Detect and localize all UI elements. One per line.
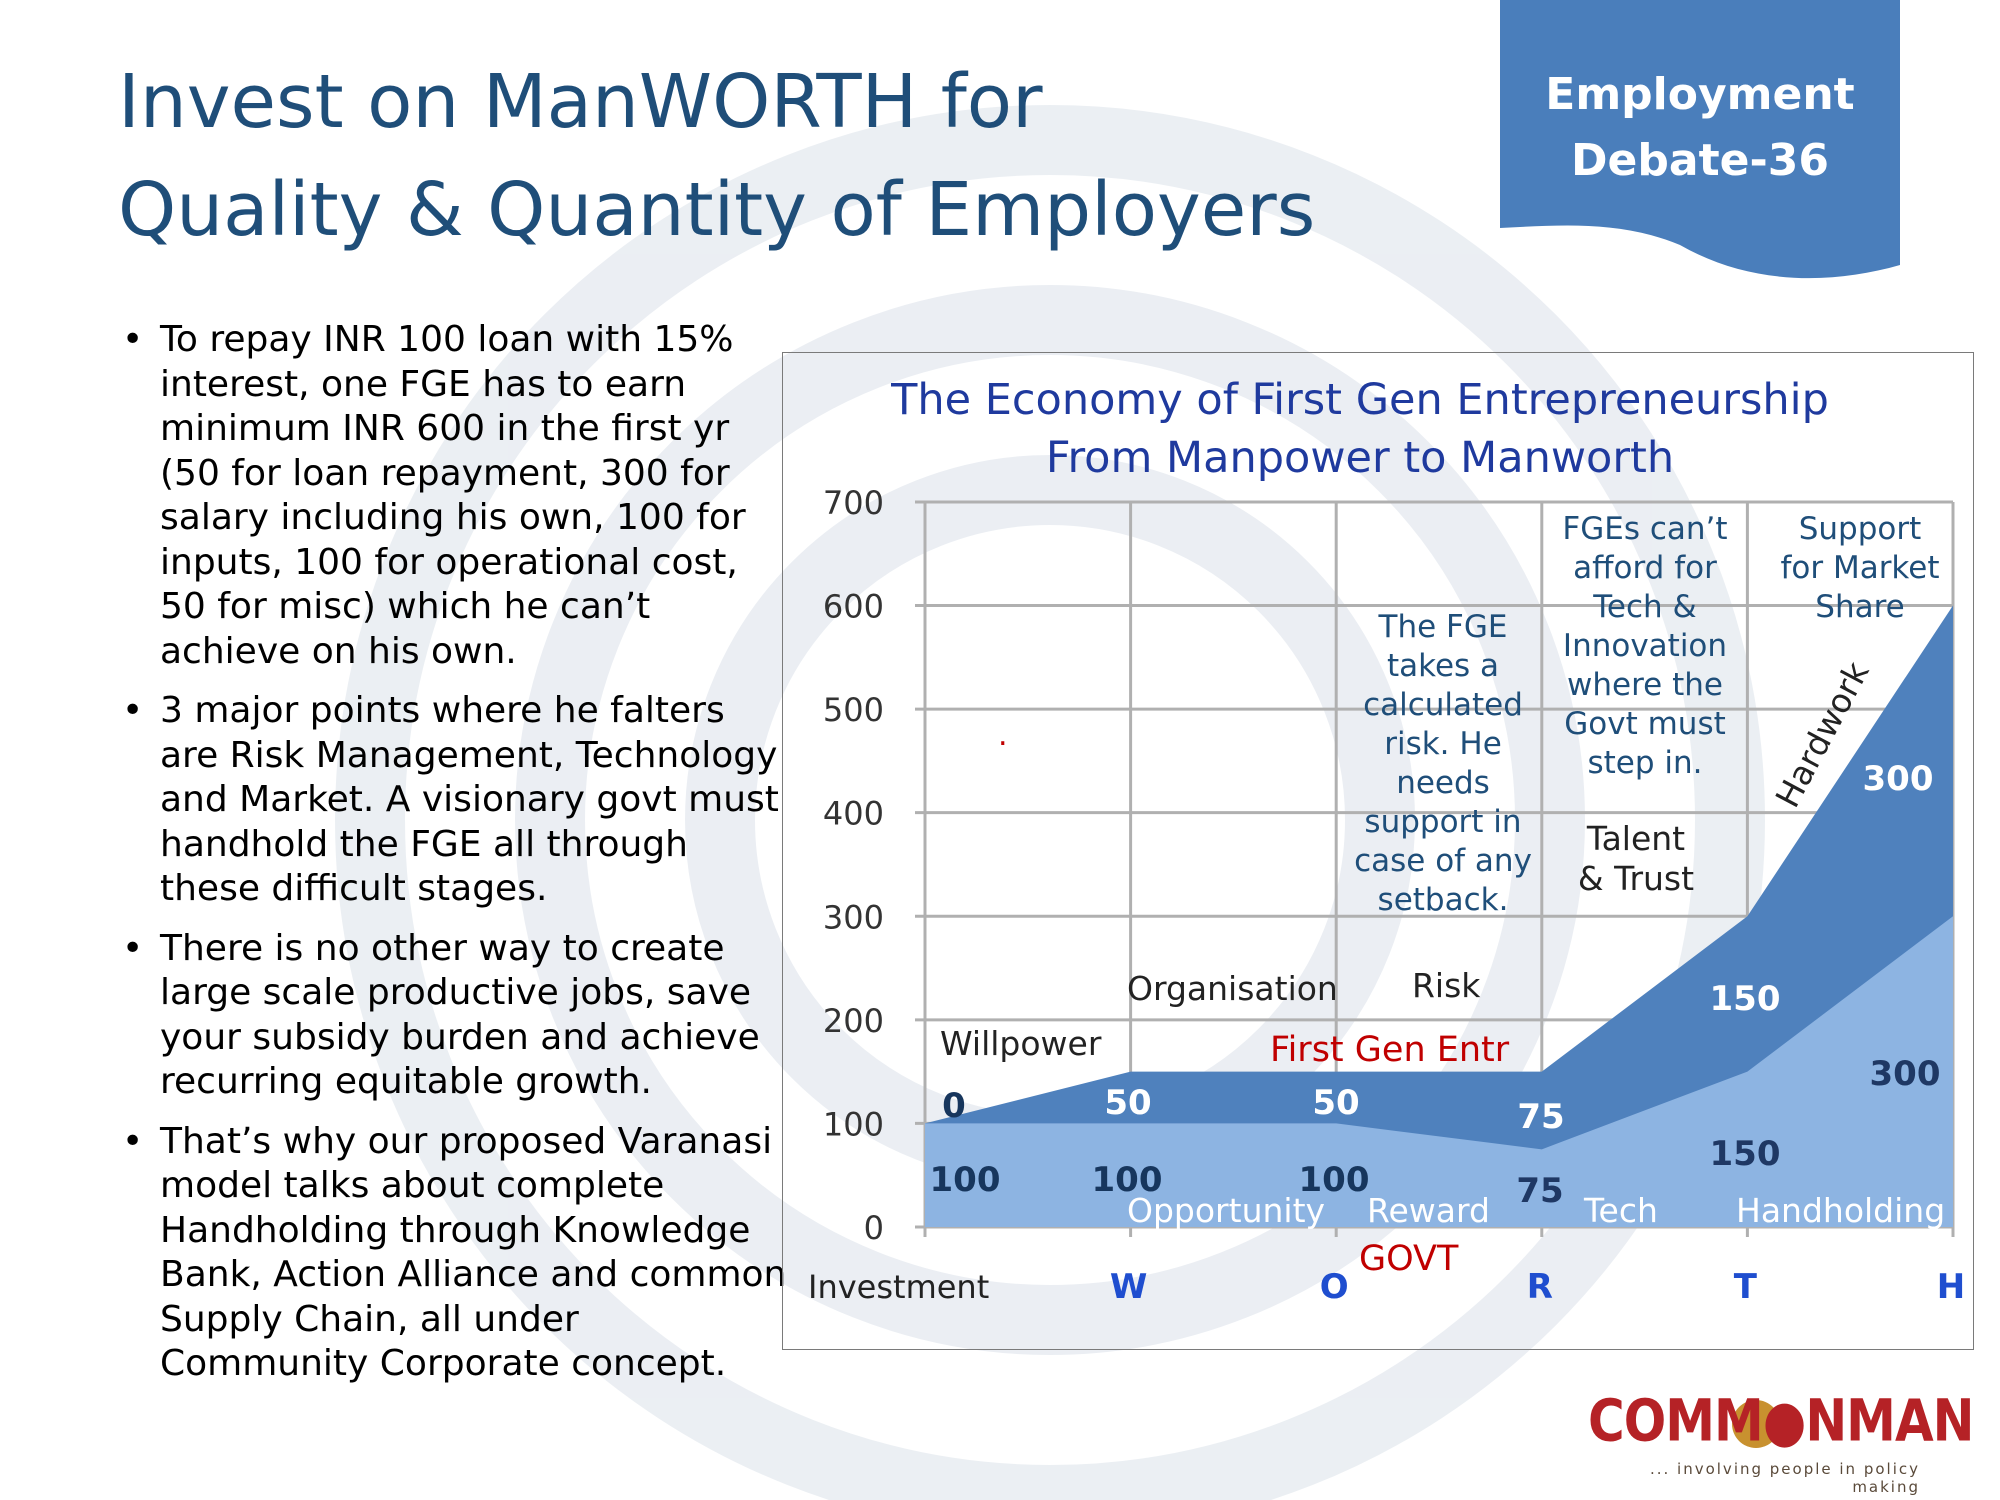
data-label-bottom: 100 — [1299, 1160, 1370, 1200]
red-dot: . — [998, 718, 1008, 753]
area-series-bottom — [925, 916, 1953, 1227]
govt-label: GOVT — [1359, 1239, 1459, 1279]
first-gen-label: First Gen Entr — [1270, 1030, 1510, 1070]
data-label-bottom: 75 — [1516, 1171, 1563, 1211]
market-note-line: Support — [1799, 511, 1922, 547]
x-tick-label: W — [1110, 1267, 1148, 1307]
badge-line2: Debate-36 — [1571, 135, 1829, 186]
area-series-top — [925, 605, 1953, 1227]
market-note-line: Share — [1815, 589, 1904, 625]
step-label-talent: Talent — [1586, 819, 1685, 858]
badge-shape — [1500, 0, 1900, 279]
slide-title-line2: Quality & Quantity of Employers — [118, 167, 1316, 253]
market-note-line: for Market — [1780, 550, 1939, 586]
risk-note-line: The FGE — [1378, 609, 1508, 645]
risk-note-line: takes a — [1387, 648, 1499, 684]
x-tick-label: T — [1734, 1267, 1758, 1307]
logo-globe-icon — [1732, 1400, 1780, 1448]
data-label-top: 150 — [1710, 979, 1781, 1019]
debate-badge — [1500, 0, 1900, 279]
stage-label: Tech — [1583, 1191, 1658, 1230]
x-tick-label: H — [1937, 1267, 1965, 1307]
tech-note-line: Innovation — [1563, 628, 1727, 664]
badge-text: Employment Debate-36 — [1500, 62, 1900, 194]
tech-note-line: Tech & — [1592, 589, 1696, 625]
bullet-item-4: That’s why our proposed Varanasi model t… — [118, 1120, 788, 1387]
y-tick-label: 500 — [823, 691, 884, 729]
x-tick-label: R — [1527, 1267, 1553, 1307]
data-label-top: 75 — [1517, 1097, 1564, 1137]
chart-title-line1: The Economy of First Gen Entrepreneurshi… — [890, 375, 1829, 425]
y-tick-label: 600 — [823, 588, 884, 626]
risk-note-line: case of any — [1354, 843, 1532, 879]
step-label-organisation: Organisation — [1127, 969, 1338, 1008]
tech-note-line: Govt must — [1564, 706, 1726, 742]
risk-note-line: calculated — [1363, 687, 1523, 723]
tech-note-line: FGEs can’t — [1562, 511, 1727, 547]
stage-label: Handholding — [1736, 1191, 1945, 1230]
stage-label: Reward — [1367, 1191, 1490, 1230]
bullet-item-1: To repay INR 100 loan with 15% interest,… — [118, 318, 788, 674]
risk-note-line: risk. He — [1384, 726, 1502, 762]
risk-note-line: support in — [1364, 804, 1521, 840]
y-tick-label: 300 — [823, 898, 884, 936]
stage-label: Opportunity — [1127, 1191, 1325, 1230]
tech-note-line: afford for — [1573, 550, 1717, 586]
data-label-bottom: 100 — [930, 1160, 1001, 1200]
bullet-item-2: 3 major points where he falters are Risk… — [118, 689, 788, 912]
logo-text: COMM●NMAN — [1588, 1387, 1974, 1455]
x-tick-label: O — [1320, 1267, 1349, 1307]
tech-note-line: step in. — [1587, 745, 1702, 781]
x-axis-title: Investment — [808, 1268, 989, 1306]
step-label-willpower: Willpower — [940, 1024, 1102, 1063]
slide-title-line1: Invest on ManWORTH for — [118, 59, 1043, 145]
data-label-bottom: 300 — [1870, 1054, 1941, 1094]
step-label-risk: Risk — [1412, 966, 1481, 1005]
tech-note-line: where the — [1567, 667, 1723, 703]
data-label-bottom: 100 — [1092, 1160, 1163, 1200]
step-label-trust: & Trust — [1578, 859, 1694, 898]
slide-title: Invest on ManWORTH for Quality & Quantit… — [118, 48, 1418, 264]
data-label-bottom: 150 — [1710, 1134, 1781, 1174]
bullet-item-3: There is no other way to create large sc… — [118, 927, 788, 1105]
data-label-top: 300 — [1863, 759, 1934, 799]
bullet-list: To repay INR 100 loan with 15% interest,… — [118, 318, 788, 1402]
y-tick-label: 700 — [823, 484, 884, 522]
commonman-logo — [1732, 1400, 1780, 1448]
y-tick-label: 400 — [823, 795, 884, 833]
chart-title-line2: From Manpower to Manworth — [1046, 433, 1674, 483]
data-label-top: 50 — [1312, 1083, 1359, 1123]
logo-tagline: ... involving people in policy making — [1649, 1460, 1920, 1496]
data-label-top: 50 — [1104, 1083, 1151, 1123]
chart-frame — [782, 352, 1974, 1350]
badge-line1: Employment — [1545, 69, 1855, 120]
data-label-top: 0 — [942, 1086, 966, 1126]
y-tick-label: 200 — [823, 1002, 884, 1040]
y-tick-label: 0 — [864, 1209, 884, 1247]
risk-note-line: setback. — [1378, 882, 1509, 918]
risk-note-line: needs — [1396, 765, 1490, 801]
y-tick-label: 100 — [823, 1105, 884, 1143]
